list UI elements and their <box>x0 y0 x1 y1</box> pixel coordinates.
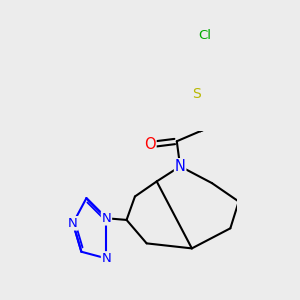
Text: Cl: Cl <box>199 29 212 42</box>
Text: N: N <box>102 212 111 225</box>
Text: N: N <box>175 159 186 174</box>
Text: O: O <box>144 137 156 152</box>
Text: N: N <box>102 252 111 265</box>
Text: N: N <box>68 217 78 230</box>
Text: S: S <box>193 87 201 101</box>
